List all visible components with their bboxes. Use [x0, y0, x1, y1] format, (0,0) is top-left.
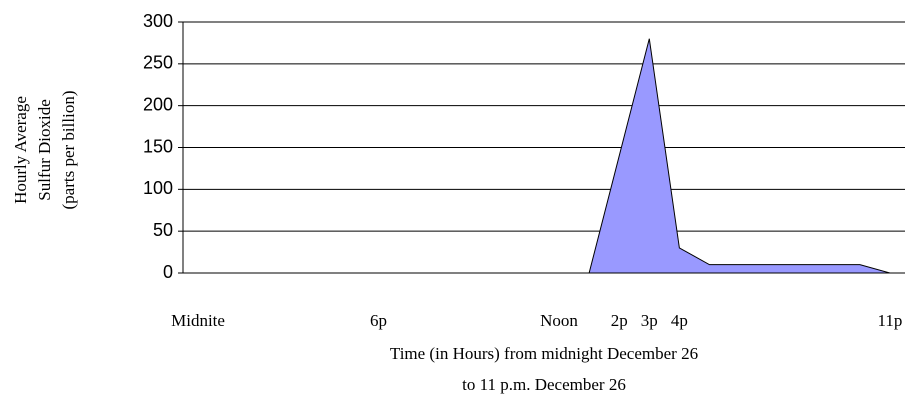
y-tick-label: 300	[143, 11, 173, 31]
y-tick-label: 0	[163, 262, 173, 282]
y-axis-label: Hourly Average	[11, 96, 30, 204]
x-tick-label: 2p	[611, 311, 628, 330]
area	[198, 38, 891, 274]
x-tick-label: Midnite	[171, 311, 225, 330]
y-axis-label: (parts per billion)	[59, 91, 78, 210]
x-tick-label: 11p	[878, 311, 903, 330]
y-tick-label: 200	[143, 94, 173, 114]
y-axis-label: Sulfur Dioxide	[35, 99, 54, 201]
x-axis-label: to 11 p.m. December 26	[462, 375, 626, 394]
x-tick-label: 6p	[370, 311, 387, 330]
y-tick-label: 150	[143, 136, 173, 156]
x-axis-label: Time (in Hours) from midnight December 2…	[390, 344, 698, 363]
y-tick-label: 250	[143, 53, 173, 73]
y-tick-label: 50	[153, 220, 173, 240]
x-tick-label: 4p	[671, 311, 688, 330]
x-tick-label: 3p	[641, 311, 658, 330]
x-tick-label: Noon	[540, 311, 578, 330]
y-tick-label: 100	[143, 178, 173, 198]
